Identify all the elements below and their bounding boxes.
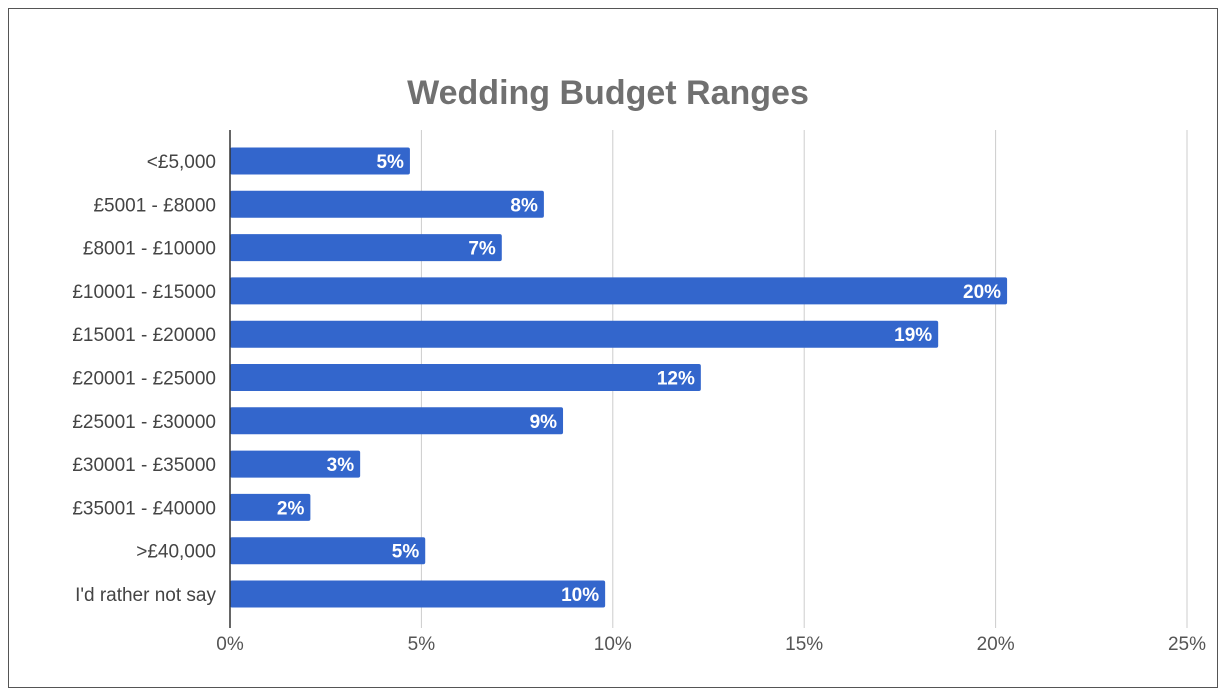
bar (230, 493, 311, 521)
category-label: £5001 - £8000 (93, 195, 216, 216)
bar (230, 190, 544, 218)
bar (230, 320, 939, 348)
chart-title: Wedding Budget Ranges (407, 74, 809, 112)
data-label: 12% (657, 369, 695, 390)
bar (230, 147, 410, 175)
category-label: >£40,000 (136, 542, 216, 563)
category-label: <£5,000 (147, 152, 216, 173)
category-label: £10001 - £15000 (72, 282, 216, 303)
data-label: 19% (894, 325, 932, 346)
data-label: 5% (376, 152, 404, 173)
category-label: £8001 - £10000 (83, 239, 216, 260)
bar (230, 580, 606, 608)
category-label: £35001 - £40000 (72, 498, 216, 519)
category-label: I'd rather not say (75, 585, 216, 606)
x-tick-label: 5% (408, 634, 436, 655)
data-label: 9% (530, 412, 558, 433)
bar (230, 234, 502, 262)
data-label: 20% (963, 282, 1001, 303)
x-tick-label: 10% (594, 634, 632, 655)
bars: 5% 8% 7% 20% 19% 12% 9% 3% 2% 5% 10% (230, 147, 1008, 608)
category-label: £25001 - £30000 (72, 412, 216, 433)
x-tick-label: 0% (216, 634, 244, 655)
bar (230, 277, 1008, 305)
data-label: 7% (468, 239, 496, 260)
x-tick-label: 20% (977, 634, 1015, 655)
x-tick-labels: 0% 5% 10% 15% 20% 25% (216, 634, 1206, 655)
bar (230, 450, 361, 478)
data-label: 10% (561, 585, 599, 606)
category-label: £30001 - £35000 (72, 455, 216, 476)
data-label: 5% (392, 542, 420, 563)
x-tick-label: 15% (785, 634, 823, 655)
data-label: 3% (327, 455, 355, 476)
bar (230, 364, 701, 391)
category-label: £20001 - £25000 (72, 369, 216, 390)
x-tick-label: 25% (1168, 634, 1206, 655)
data-label: 2% (277, 498, 305, 519)
bar (230, 537, 426, 565)
bar (230, 407, 564, 435)
category-labels: <£5,000 £5001 - £8000 £8001 - £10000 £10001… (72, 152, 216, 606)
category-label: £15001 - £20000 (72, 325, 216, 346)
data-label: 8% (510, 195, 538, 216)
